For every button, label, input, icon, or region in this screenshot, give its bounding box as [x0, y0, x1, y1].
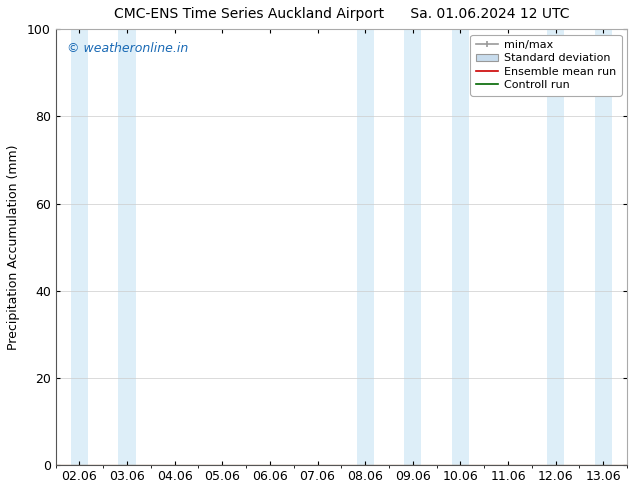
Text: © weatheronline.in: © weatheronline.in	[67, 42, 188, 55]
Y-axis label: Precipitation Accumulation (mm): Precipitation Accumulation (mm)	[7, 145, 20, 350]
Bar	[71, 29, 88, 465]
Title: CMC-ENS Time Series Auckland Airport      Sa. 01.06.2024 12 UTC: CMC-ENS Time Series Auckland Airport Sa.…	[113, 7, 569, 21]
Bar	[119, 29, 136, 465]
Bar	[356, 29, 373, 465]
Bar	[595, 29, 612, 465]
Bar	[547, 29, 564, 465]
Legend: min/max, Standard deviation, Ensemble mean run, Controll run: min/max, Standard deviation, Ensemble me…	[470, 35, 621, 96]
Bar	[404, 29, 422, 465]
Bar	[452, 29, 469, 465]
